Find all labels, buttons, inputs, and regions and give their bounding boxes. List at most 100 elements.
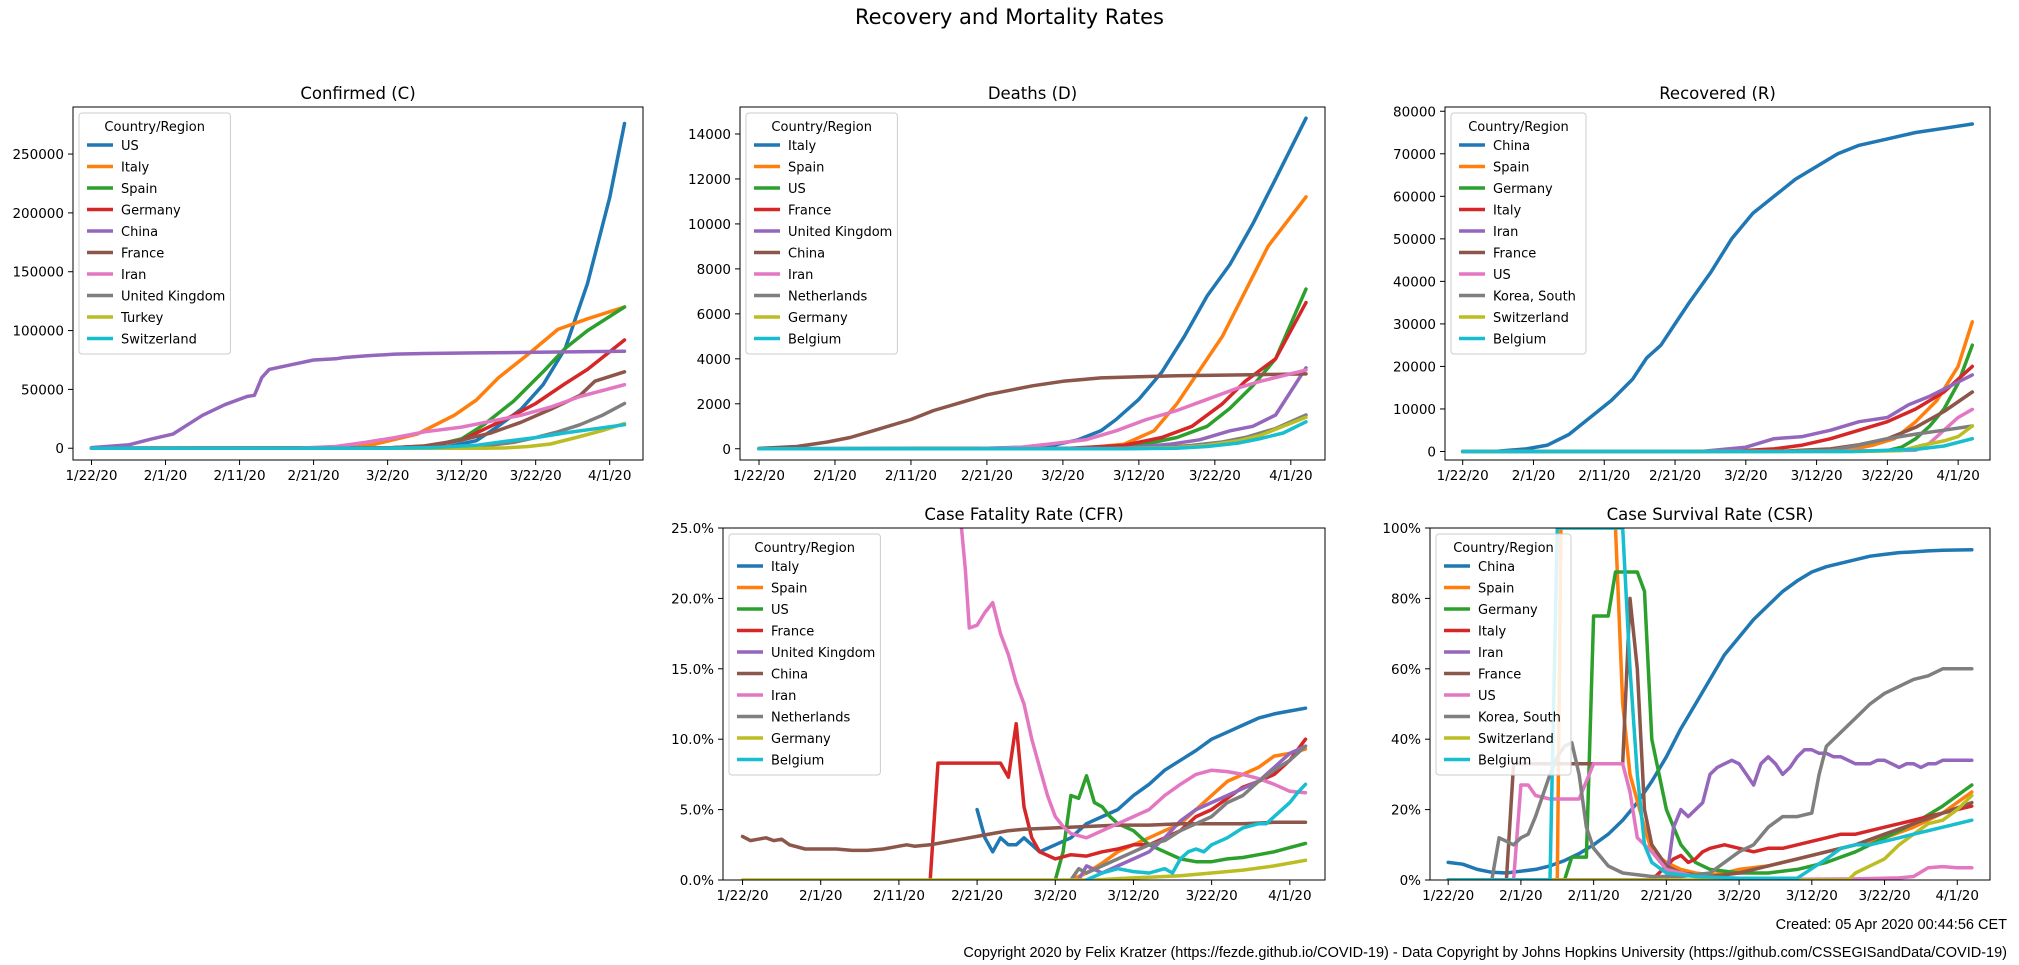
- legend-label: France: [121, 247, 164, 262]
- y-tick-label: 6000: [697, 307, 731, 323]
- y-tick-label: 15.0%: [671, 662, 714, 678]
- legend: Country/Region China Spain Germany Italy Iran…: [1435, 533, 1572, 776]
- x-tick-label: 2/11/20: [1568, 888, 1620, 904]
- legend-label: Spain: [1493, 161, 1529, 176]
- series-group: [89, 121, 627, 450]
- x-tick-label: 3/22/20: [1861, 468, 1913, 484]
- legend-label: Italy: [771, 560, 800, 575]
- series-line: [89, 382, 627, 450]
- legend-label: Switzerland: [1478, 732, 1554, 747]
- x-tick-label: 4/1/20: [1269, 468, 1312, 484]
- series-line: [1460, 373, 1975, 454]
- plot-frame: [1444, 106, 1991, 461]
- y-tick-label: 8000: [697, 262, 731, 278]
- y-tick-label: 50000: [21, 382, 64, 398]
- plot-frame: [1429, 527, 1991, 881]
- x-tick-label: 3/12/20: [1791, 468, 1843, 484]
- legend-label: Switzerland: [1493, 311, 1569, 326]
- x-tick-label: 3/22/20: [1189, 468, 1241, 484]
- legend-label: Iran: [788, 268, 813, 283]
- series-line: [1460, 122, 1975, 454]
- legend: Country/Region Italy Spain US France United K…: [728, 533, 881, 776]
- legend-title: Country/Region: [754, 541, 855, 556]
- series-group: [740, 528, 1308, 880]
- legend: Country/Region China Spain Germany Italy Iran…: [1450, 112, 1587, 355]
- x-tick-label: 2/1/20: [1499, 888, 1542, 904]
- x-tick-label: 3/2/20: [366, 468, 409, 484]
- legend-label: Belgium: [1478, 754, 1531, 769]
- legend-label: Germany: [121, 204, 181, 219]
- series-line: [1446, 548, 1974, 875]
- x-tick-label: 1/22/20: [717, 888, 769, 904]
- y-tick-label: 0%: [1400, 873, 1422, 889]
- series-group: [1460, 122, 1975, 454]
- legend-label: China: [1493, 139, 1530, 154]
- y-tick-label: 40000: [1393, 274, 1436, 290]
- x-tick-label: 3/2/20: [1034, 888, 1077, 904]
- legend: Country/Region Italy Spain US France United K…: [745, 112, 898, 355]
- x-tick-label: 3/2/20: [1041, 468, 1084, 484]
- legend-label: Spain: [788, 161, 824, 176]
- y-tick-label: 10000: [688, 217, 731, 233]
- x-tick-label: 2/21/20: [951, 888, 1003, 904]
- y-tick-label: 30000: [1393, 317, 1436, 333]
- series-line: [1460, 390, 1975, 454]
- series-line: [1084, 782, 1308, 880]
- x-tick-label: 2/11/20: [1578, 468, 1630, 484]
- copyright-notice: Copyright 2020 by Felix Kratzer (https:/…: [963, 945, 2007, 961]
- series-line: [740, 820, 1308, 853]
- legend-label: Spain: [1478, 582, 1514, 597]
- legend: Country/Region US Italy Spain Germany China Fr…: [78, 112, 231, 355]
- chart-title: Deaths (D): [988, 84, 1077, 103]
- y-tick-label: 80%: [1391, 591, 1421, 607]
- x-tick-label: 3/12/20: [1113, 468, 1165, 484]
- y-tick-label: 10000: [1393, 402, 1436, 418]
- chart-deaths: Deaths (D) 1/22/20 2/1/20 2/11/20 2/21/20 3/2…: [688, 84, 1326, 484]
- y-tick-label: 12000: [688, 172, 731, 188]
- legend-label: Italy: [121, 161, 150, 176]
- y-tick-label: 70000: [1393, 147, 1436, 163]
- legend-label: United Kingdom: [788, 225, 892, 240]
- x-tick-label: 2/21/20: [961, 468, 1013, 484]
- series-line: [1446, 793, 1974, 880]
- legend-label: Switzerland: [121, 333, 197, 348]
- x-tick-label: 1/22/20: [1437, 468, 1489, 484]
- legend-label: France: [1493, 247, 1536, 262]
- legend-label: Netherlands: [788, 290, 867, 305]
- series-line: [975, 706, 1308, 854]
- x-tick-label: 4/1/20: [1936, 468, 1979, 484]
- x-tick-label: 4/1/20: [1268, 888, 1311, 904]
- legend-label: United Kingdom: [771, 646, 875, 661]
- y-tick-label: 10.0%: [671, 732, 714, 748]
- legend-label: China: [788, 247, 825, 262]
- legend-label: Netherlands: [771, 711, 850, 726]
- series-line: [757, 420, 1308, 451]
- plot-frame: [722, 527, 1326, 881]
- x-tick-label: 3/2/20: [1724, 468, 1767, 484]
- figure-title: Recovery and Mortality Rates: [854, 5, 1165, 29]
- y-tick-label: 0.0%: [680, 873, 714, 889]
- x-tick-label: 3/22/20: [510, 468, 562, 484]
- x-tick-label: 3/22/20: [1186, 888, 1238, 904]
- x-tick-label: 4/1/20: [1936, 888, 1979, 904]
- plot-frame: [72, 106, 644, 461]
- x-tick-label: 2/1/20: [799, 888, 842, 904]
- legend-label: US: [121, 139, 139, 154]
- y-tick-label: 2000: [697, 397, 731, 413]
- y-tick-label: 20.0%: [671, 591, 714, 607]
- x-tick-label: 3/12/20: [1786, 888, 1838, 904]
- legend-label: China: [771, 668, 808, 683]
- legend-label: Belgium: [1493, 333, 1546, 348]
- x-tick-label: 3/2/20: [1717, 888, 1760, 904]
- legend-label: Italy: [1478, 625, 1507, 640]
- chart-recovered: Recovered (R) 1/22/20 2/1/20 2/11/20 2/21/20…: [1393, 84, 1991, 484]
- chart-csr: Case Survival Rate (CSR) 1/22/20 2/1/20 2/1…: [1382, 505, 1991, 904]
- y-tick-label: 100%: [1382, 521, 1421, 537]
- legend-title: Country/Region: [104, 120, 205, 135]
- series-line: [1446, 528, 1974, 880]
- series-line: [1446, 762, 1974, 880]
- legend-label: Italy: [788, 139, 817, 154]
- plot-frame: [739, 106, 1326, 461]
- x-tick-label: 2/21/20: [1649, 468, 1701, 484]
- y-tick-label: 14000: [688, 127, 731, 143]
